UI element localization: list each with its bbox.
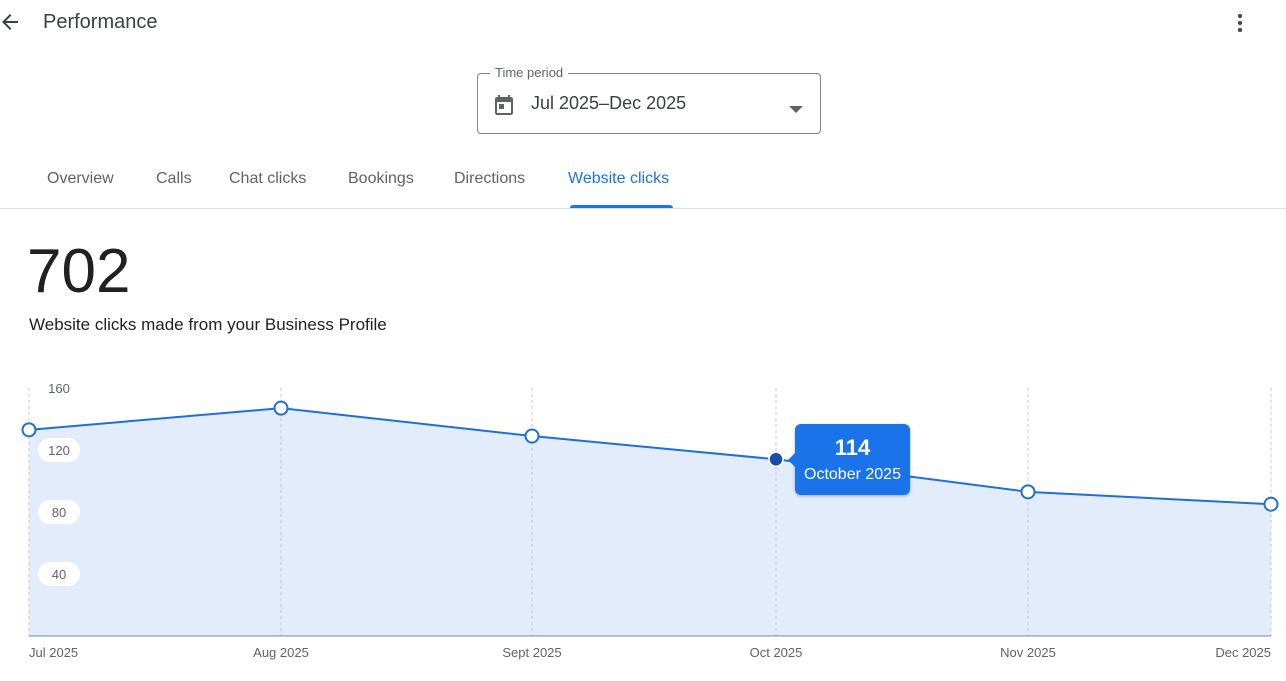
tooltip-value: 114 <box>834 435 871 460</box>
time-period-label: Time period <box>490 65 569 81</box>
page-title: Performance <box>43 11 158 33</box>
data-point-4 <box>1020 484 1036 500</box>
top-app-bar: Performance <box>0 0 1286 46</box>
more-vert-icon <box>1238 14 1242 32</box>
calendar-icon <box>492 93 516 122</box>
y-tick-label-40: 40 <box>52 567 66 582</box>
y-tick-pill-80 <box>38 500 80 524</box>
x-tick-label-2: Sept 2025 <box>502 645 561 660</box>
y-tick-label-160: 160 <box>48 381 70 396</box>
tooltip-arrow <box>788 453 795 467</box>
tab-calls[interactable]: Calls <box>156 170 192 187</box>
chart-tooltip: 114 October 2025 <box>788 424 910 495</box>
chart-series-line <box>28 407 1272 506</box>
time-period-value: Jul 2025–Dec 2025 <box>531 93 687 113</box>
x-tick-label-3: Oct 2025 <box>750 645 803 660</box>
website-clicks-chart: 160 120 80 40 Jul 2025 Aug 2025 Sept 2025 Oct 2… <box>0 370 1286 681</box>
tab-bookings[interactable]: Bookings <box>348 170 414 187</box>
y-tick-pill-40 <box>38 562 80 586</box>
x-tick-label-1: Aug 2025 <box>253 645 309 660</box>
x-tick-label-5: Dec 2025 <box>1215 645 1271 660</box>
tab-chat-clicks[interactable]: Chat clicks <box>229 170 307 187</box>
y-tick-pill-120 <box>38 438 80 462</box>
metric-tabs: Overview Calls Chat clicks Bookings Dire… <box>0 158 1286 209</box>
time-period-select[interactable]: Time period Jul 2025–Dec 2025 <box>477 65 821 134</box>
x-tick-label-4: Nov 2025 <box>1000 645 1056 660</box>
tab-website-clicks[interactable]: Website clicks <box>568 170 670 187</box>
y-tick-label-120: 120 <box>48 443 70 458</box>
tab-overview[interactable]: Overview <box>47 170 114 187</box>
data-point-0 <box>21 422 37 438</box>
x-tick-label-0: Jul 2025 <box>29 645 78 660</box>
chart-area-fill <box>29 408 1271 636</box>
tooltip-label: October 2025 <box>804 466 901 483</box>
chart-canvas: 160 120 80 40 Jul 2025 Aug 2025 Sept 2025 Oct 2… <box>21 381 1279 660</box>
active-tab-indicator <box>570 205 673 208</box>
total-count: 702 <box>27 237 131 306</box>
data-point-1 <box>273 400 289 416</box>
tab-directions[interactable]: Directions <box>454 170 526 187</box>
back-button[interactable] <box>0 8 24 36</box>
dropdown-caret-icon <box>789 101 803 119</box>
arrow-back-icon <box>2 14 18 30</box>
selected-data-point <box>768 451 784 468</box>
data-point-5 <box>1263 496 1279 512</box>
metric-description: Website clicks made from your Business P… <box>29 315 387 334</box>
more-options-button[interactable] <box>1226 9 1254 37</box>
data-point-2 <box>524 428 540 444</box>
y-tick-label-80: 80 <box>52 505 66 520</box>
